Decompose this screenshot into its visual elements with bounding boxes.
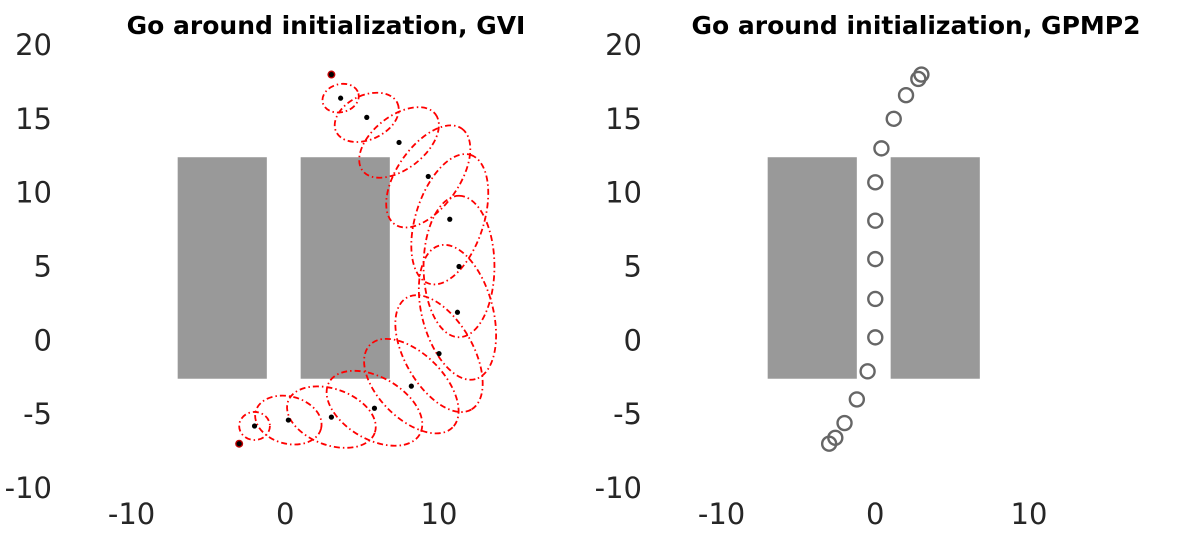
trajectory-marker [867, 250, 884, 268]
covariance-ellipse [358, 106, 440, 179]
gvi-y-tick-label: 15 [15, 102, 52, 136]
gvi-y-tick-label: 0 [34, 323, 52, 357]
gvi-x-tick-label: 10 [421, 497, 458, 531]
trajectory-marker [867, 174, 884, 191]
gpmp2-axes: 20 15 10 5 0 -5 -10 -10 0 10 [595, 28, 1048, 531]
mean-point [447, 216, 453, 222]
gpmp2-obstacle [767, 157, 857, 379]
covariance-ellipse [321, 82, 360, 114]
trajectory-marker [836, 414, 853, 432]
mean-point [436, 351, 442, 357]
gvi-title: Go around initialization, GVI [127, 11, 526, 40]
covariance-ellipse [325, 369, 424, 447]
gpmp2-y-tick-label: 0 [624, 323, 642, 357]
gpmp2-y-tick-label: 5 [624, 250, 642, 284]
gpmp2-x-tick-label: 0 [866, 497, 884, 531]
mean-point [396, 139, 402, 146]
covariance-ellipse [254, 394, 323, 446]
covariance-ellipse [286, 385, 377, 449]
trajectory-marker [913, 66, 930, 83]
gvi-panel: Go around initialization, GVI 20 15 10 5 0 -5… [5, 11, 526, 531]
trajectory-marker [885, 110, 902, 128]
gpmp2-y-tick-label: -5 [613, 397, 642, 431]
covariance-ellipse [333, 91, 400, 143]
gvi-axes: 20 15 10 5 0 -5 -10 -10 0 10 [5, 28, 458, 531]
mean-point [456, 263, 462, 270]
covariance-ellipse [363, 337, 460, 435]
trajectory-marker [867, 290, 884, 308]
trajectory-marker [867, 329, 884, 346]
gpmp2-title: Go around initialization, GPMP2 [692, 11, 1141, 40]
covariance-ellipse [238, 411, 271, 441]
mean-point [454, 309, 461, 315]
gpmp2-y-tick-label: 10 [605, 176, 642, 210]
gpmp2-x-tick-label: 10 [1011, 497, 1048, 531]
gpmp2-obstacle [890, 157, 980, 379]
mean-point [408, 383, 414, 389]
gvi-y-tick-label: 5 [34, 250, 52, 284]
mean-point [425, 173, 431, 180]
gvi-x-tick-label: -10 [108, 497, 155, 531]
gpmp2-y-tick-label: 20 [605, 28, 642, 62]
covariance-ellipse [417, 243, 497, 381]
gvi-x-tick-label: 0 [276, 497, 294, 531]
trajectory-marker [867, 212, 884, 229]
covariance-ellipse [422, 194, 496, 339]
mean-point [285, 417, 291, 423]
trajectory-marker [827, 429, 844, 446]
mean-point [251, 423, 258, 429]
gpmp2-plot-area [767, 66, 980, 452]
gvi-plot-area [177, 70, 497, 449]
trajectory-marker [859, 363, 876, 380]
mean-point [328, 71, 335, 78]
gpmp2-y-tick-label: -10 [595, 471, 642, 505]
gpmp2-x-tick-label: -10 [698, 497, 745, 531]
gvi-y-tick-label: -10 [5, 471, 52, 505]
gvi-obstacle [300, 157, 390, 379]
mean-point [371, 405, 378, 411]
trajectory-marker [848, 391, 866, 408]
covariance-ellipse [385, 124, 472, 229]
mean-point [236, 441, 242, 447]
mean-point [338, 95, 344, 101]
gvi-y-tick-label: -5 [23, 397, 52, 431]
trajectory-marker [897, 87, 915, 104]
gvi-y-tick-label: 10 [15, 176, 52, 210]
gpmp2-panel: Go around initialization, GPMP2 20 15 10 5 0… [595, 11, 1141, 531]
mean-point [364, 114, 370, 120]
gvi-obstacle [177, 157, 267, 379]
gpmp2-y-tick-label: 15 [605, 102, 642, 136]
trajectory-marker [873, 140, 890, 157]
covariance-ellipse [394, 294, 484, 413]
gvi-y-tick-label: 20 [15, 28, 52, 62]
mean-point [328, 414, 335, 420]
